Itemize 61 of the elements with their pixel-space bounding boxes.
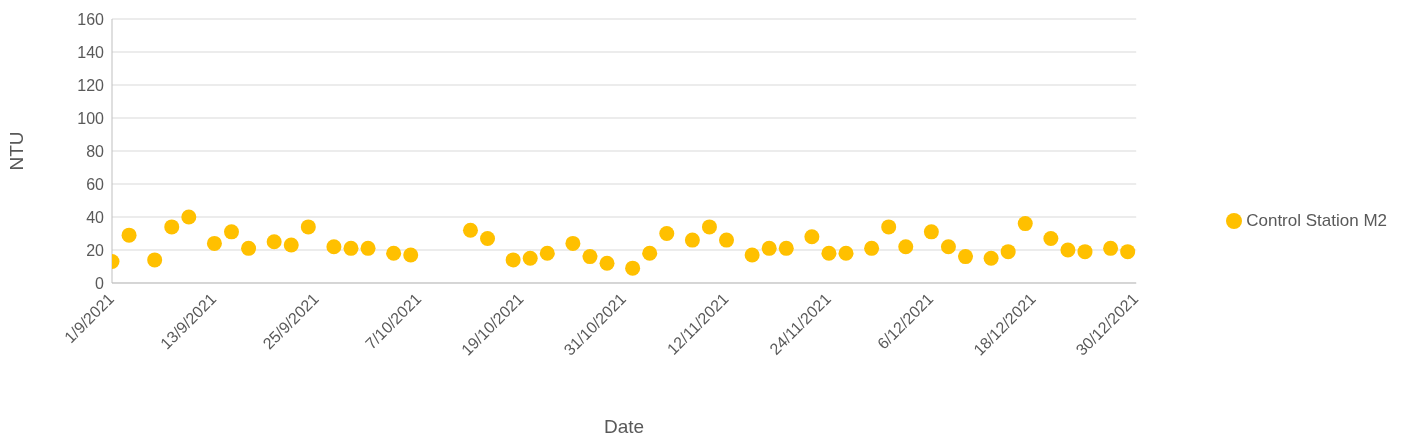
y-tick-label: 0 — [95, 274, 105, 292]
point — [1077, 244, 1093, 260]
point — [864, 240, 880, 256]
point — [147, 252, 163, 268]
y-tick-label: 140 — [77, 43, 105, 61]
point — [206, 235, 222, 251]
y-tick-label: 100 — [77, 109, 105, 127]
point — [403, 247, 419, 263]
y-tick-label: 60 — [86, 175, 105, 193]
point — [522, 250, 538, 266]
point — [266, 234, 282, 250]
point — [1000, 244, 1016, 260]
point — [360, 240, 376, 256]
point — [283, 237, 299, 253]
point — [300, 219, 316, 235]
point — [462, 222, 478, 238]
point — [642, 245, 658, 261]
point — [804, 229, 820, 245]
y-tick-label: 80 — [86, 142, 105, 160]
legend-label: Control Station M2 — [1246, 210, 1387, 230]
point — [761, 240, 777, 256]
point — [181, 209, 197, 225]
point — [838, 245, 854, 261]
point — [958, 249, 973, 265]
point — [386, 245, 402, 261]
point — [582, 249, 598, 265]
point — [744, 247, 760, 263]
point — [1120, 244, 1136, 260]
point — [480, 230, 496, 246]
point — [223, 224, 239, 240]
point — [326, 239, 342, 255]
point — [1017, 216, 1033, 232]
y-axis-title: NTU — [5, 131, 27, 171]
point — [1060, 242, 1076, 258]
point — [565, 235, 581, 251]
point — [505, 252, 521, 268]
point — [599, 255, 615, 271]
point — [983, 250, 999, 266]
point — [684, 232, 700, 248]
y-tick-label: 40 — [86, 208, 105, 226]
y-tick-label: 20 — [86, 241, 105, 259]
point — [539, 245, 555, 261]
point — [778, 240, 794, 256]
point — [1043, 230, 1059, 246]
point — [1103, 240, 1119, 256]
point — [241, 240, 257, 256]
point — [659, 226, 675, 241]
point — [164, 219, 180, 235]
point — [881, 219, 897, 235]
point — [898, 239, 914, 255]
point — [343, 240, 359, 256]
point — [719, 232, 735, 248]
y-tick-label: 160 — [77, 10, 105, 28]
x-axis-title: Date — [604, 416, 645, 437]
point — [821, 245, 837, 261]
point — [121, 227, 137, 243]
point — [625, 260, 641, 276]
point — [701, 219, 717, 235]
y-tick-label: 120 — [77, 76, 105, 94]
point — [940, 239, 956, 255]
point — [923, 224, 939, 240]
